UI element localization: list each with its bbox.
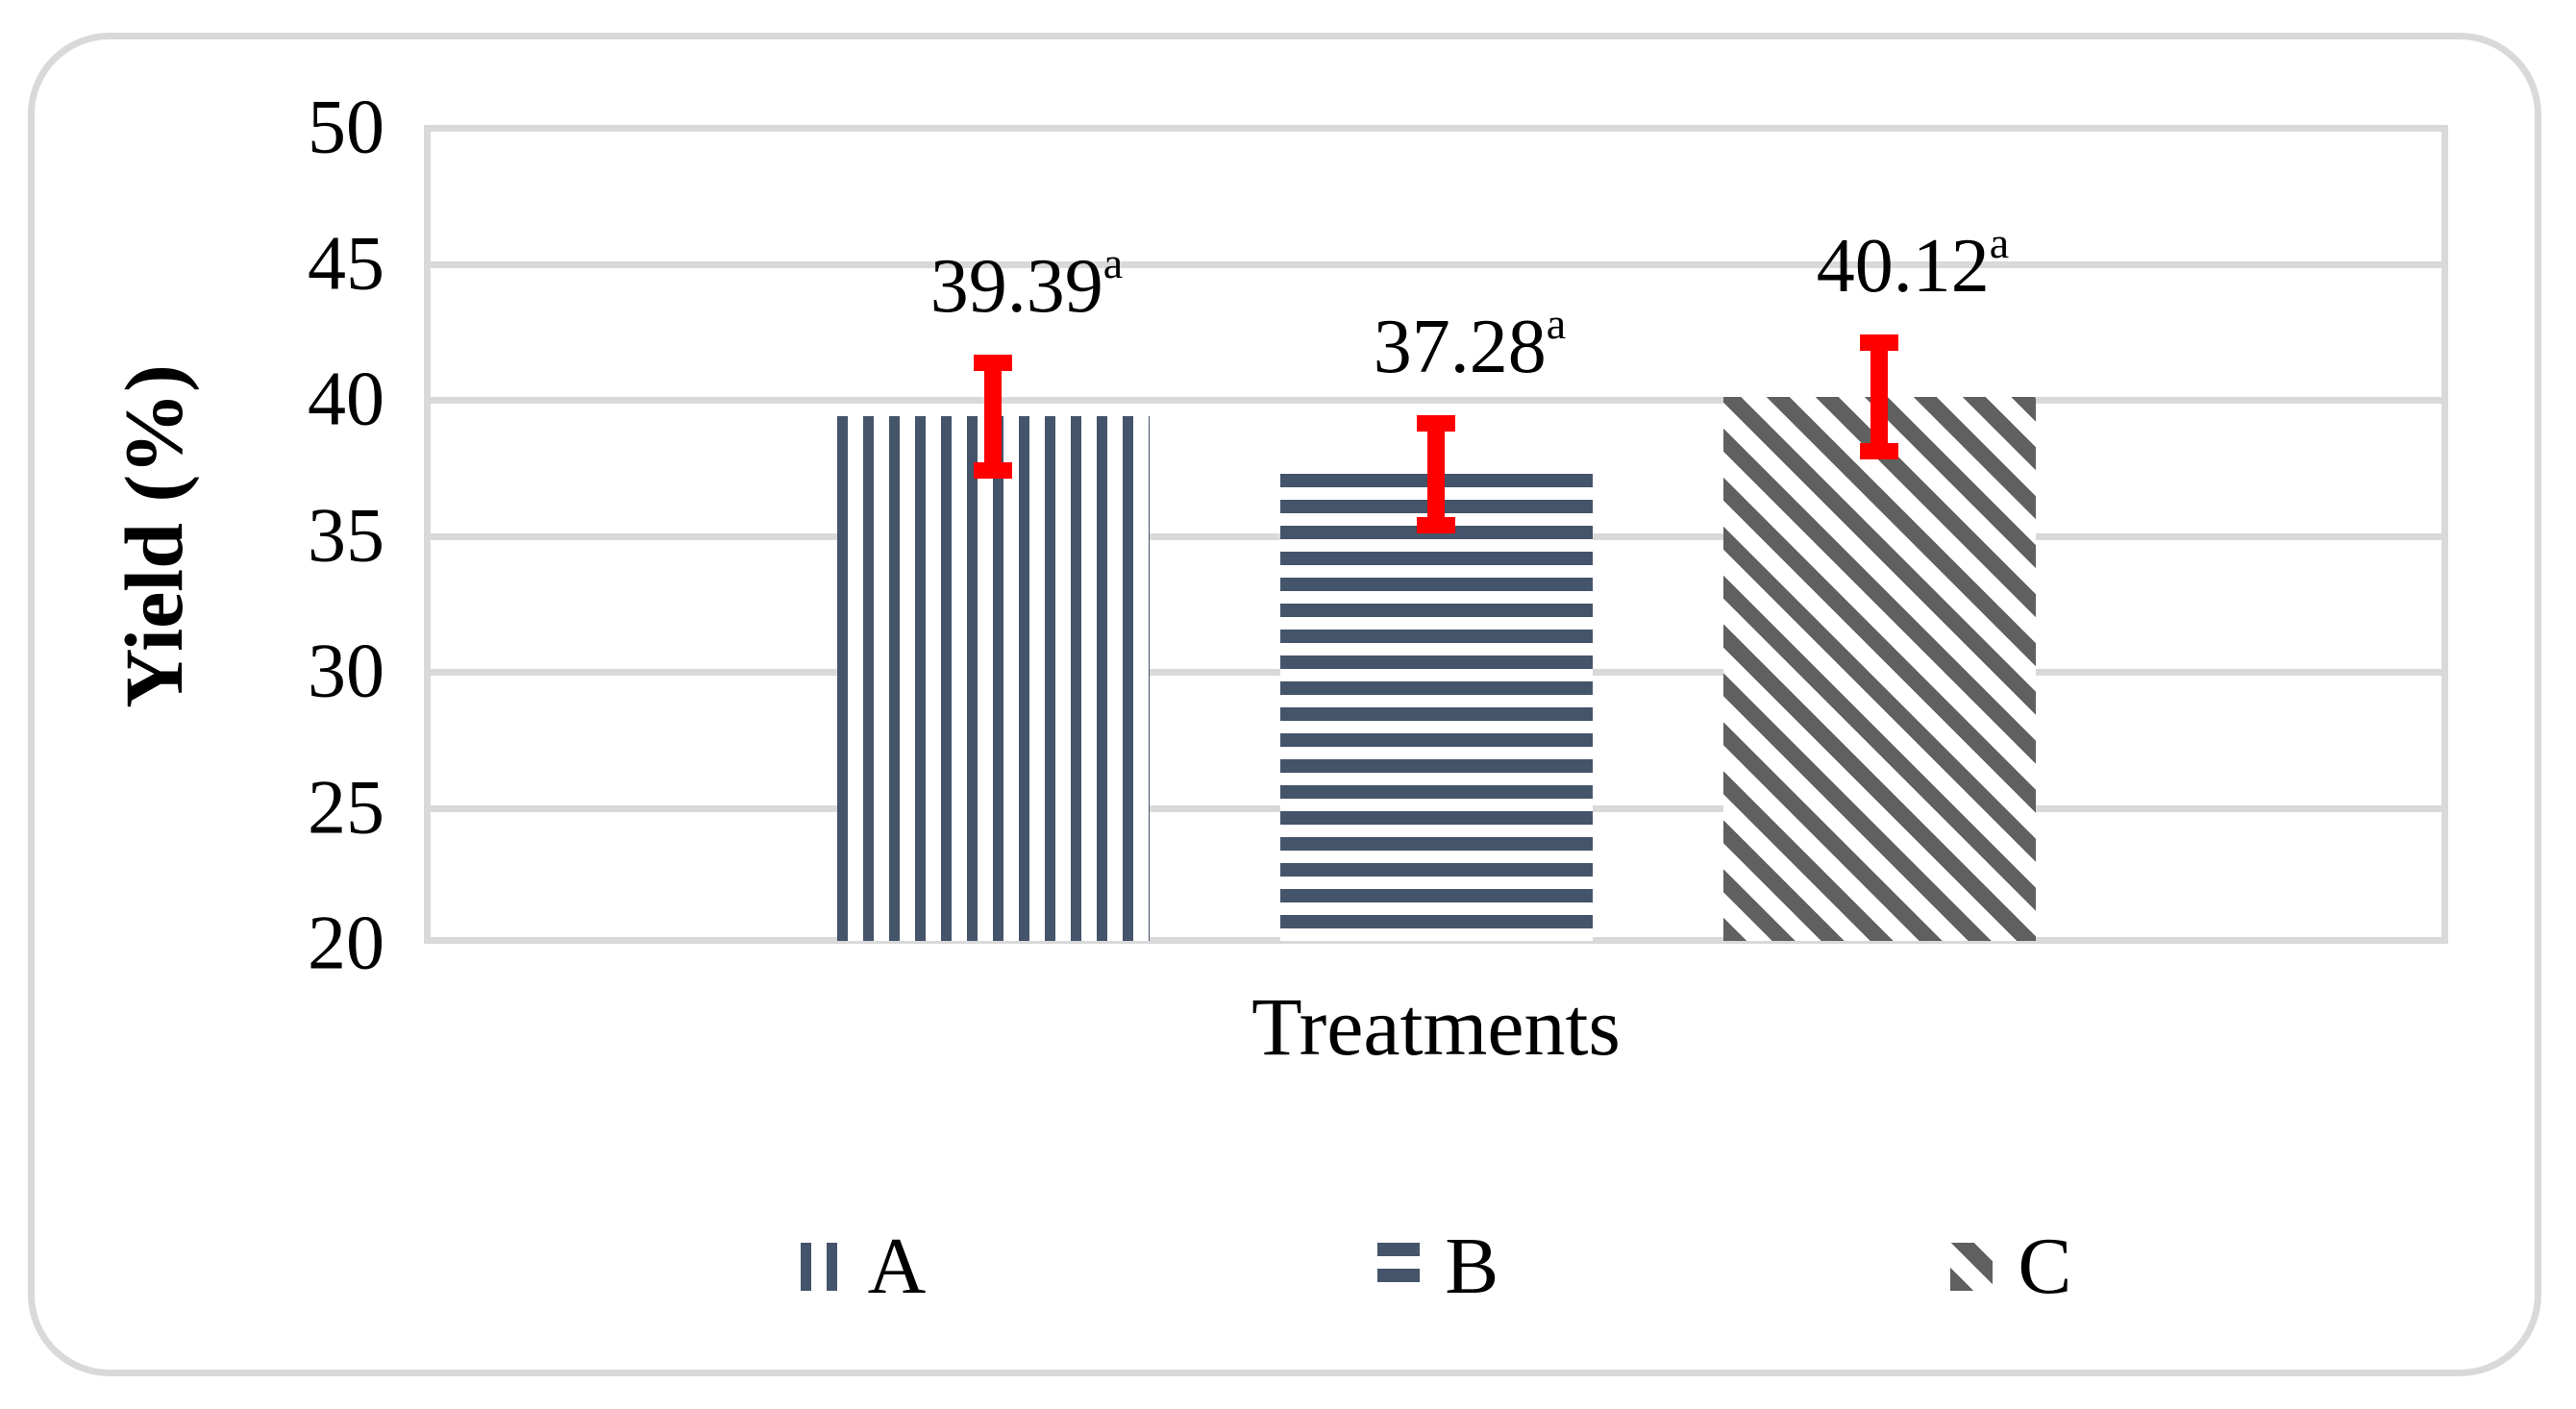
legend-label: A [867, 1222, 927, 1311]
data-label-value: 40.12 [1816, 224, 1990, 309]
bar-C [1723, 397, 2036, 941]
error-cap-bottom [1860, 443, 1898, 459]
significance-letter: a [1546, 299, 1567, 348]
y-tick-label: 25 [308, 765, 384, 851]
data-label-value: 39.39 [929, 244, 1103, 329]
y-tick-label: 35 [308, 493, 384, 579]
legend-label: C [2018, 1222, 2072, 1311]
data-label-C: 40.12a [1816, 218, 2009, 310]
significance-letter: a [1102, 238, 1124, 287]
y-tick-label: 20 [308, 901, 384, 986]
legend-item-A: A [800, 1222, 927, 1311]
gridline [424, 125, 2448, 132]
error-cap-bottom [1417, 517, 1455, 533]
legend-swatch-horizontal-stripes-icon [1377, 1243, 1421, 1291]
data-label-B: 37.28a [1373, 299, 1566, 391]
error-shaft [1870, 334, 1888, 459]
legend-swatch-diagonal-stripes-icon [1950, 1243, 1994, 1291]
data-label-value: 37.28 [1373, 305, 1547, 389]
y-tick-label: 50 [308, 85, 384, 170]
y-tick-label: 30 [308, 629, 384, 714]
legend: A B C [424, 1222, 2448, 1311]
gridline [424, 397, 2448, 404]
x-axis-title: Treatments [1251, 980, 1621, 1073]
legend-item-C: C [1950, 1226, 2071, 1307]
error-bar-A [974, 355, 1012, 479]
error-shaft [1427, 415, 1445, 533]
legend-label: B [1445, 1222, 1499, 1311]
y-axis-title: Yield (%) [108, 364, 200, 708]
legend-item-B: B [1377, 1226, 1499, 1307]
error-cap-bottom [974, 462, 1012, 479]
bar-A [837, 416, 1150, 941]
error-bar-C [1860, 334, 1898, 459]
bar-B [1280, 474, 1593, 941]
data-label-A: 39.39a [929, 238, 1123, 331]
legend-swatch-vertical-stripes-icon [800, 1243, 843, 1291]
error-bar-B [1417, 415, 1455, 533]
y-tick-label: 45 [308, 221, 384, 307]
significance-letter: a [1989, 218, 2010, 267]
error-shaft [984, 355, 1002, 479]
y-tick-label: 40 [308, 357, 384, 442]
gridline [424, 261, 2448, 268]
